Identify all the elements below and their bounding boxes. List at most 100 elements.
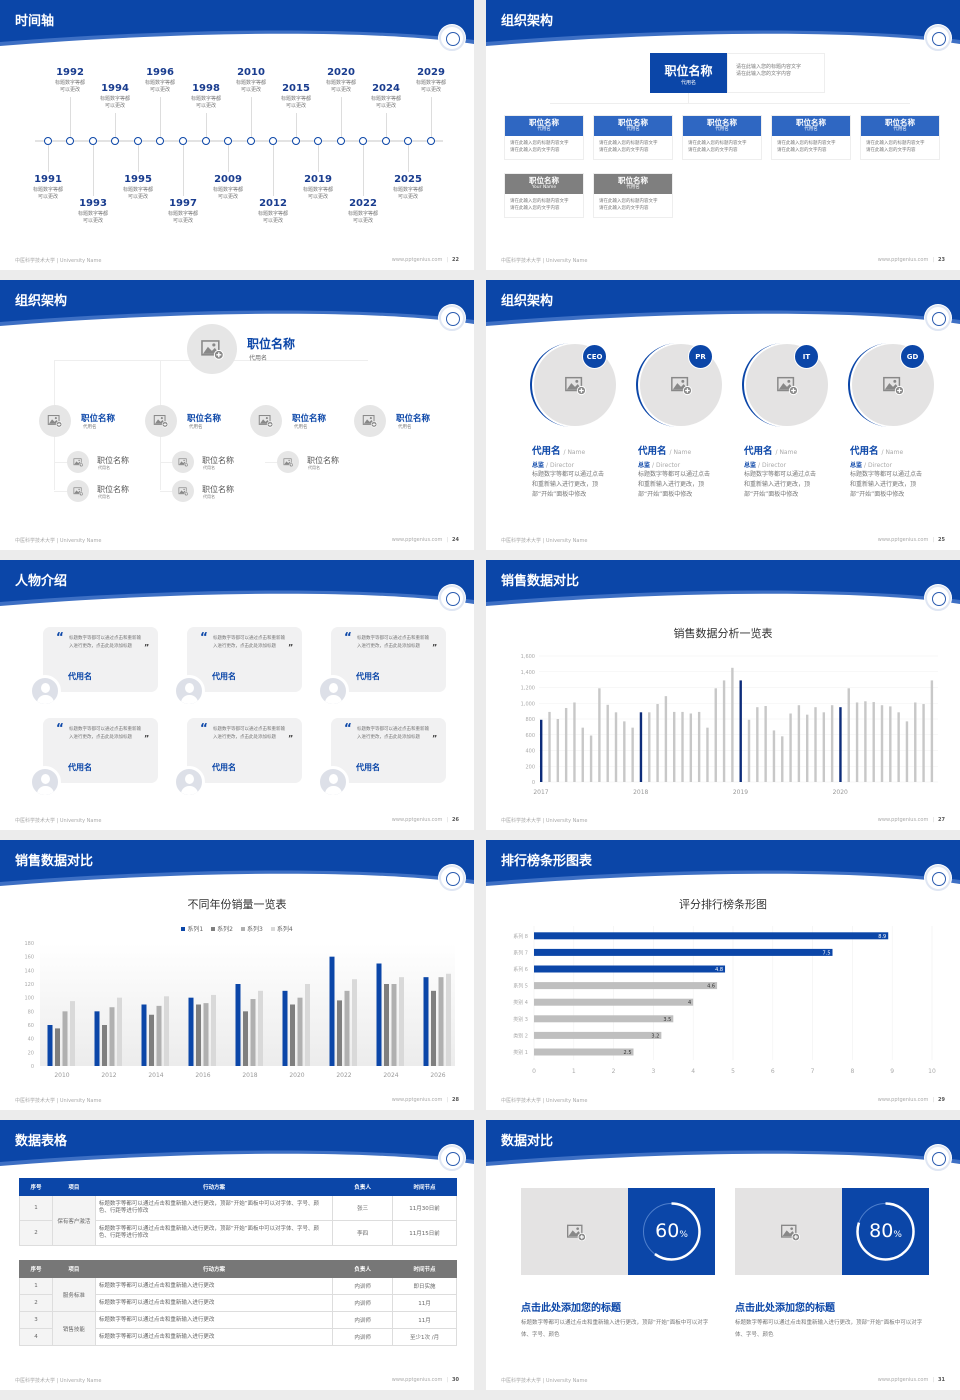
- icon-frame: [201, 340, 220, 356]
- footer-url[interactable]: www.pptgenius.com: [877, 1097, 929, 1103]
- footer-url[interactable]: www.pptgenius.com: [391, 537, 443, 543]
- timeline-dot[interactable]: [427, 137, 435, 145]
- timeline-dot[interactable]: [382, 137, 390, 145]
- quote-open-icon: “: [56, 721, 64, 735]
- testimonial-card[interactable]: “ 标题数字等都可以通过点击和重新输入进行更改，点击此处添加标题” 代用名: [331, 627, 446, 692]
- table-header-row: 序号 项目 行动方案 负责人 时间节点: [19, 1178, 457, 1196]
- level3-avatar[interactable]: [277, 451, 299, 473]
- footer-url[interactable]: www.pptgenius.com: [877, 257, 929, 263]
- y-tick-label: 0: [532, 780, 535, 786]
- timeline-dot[interactable]: [359, 137, 367, 145]
- icon-frame: [259, 415, 271, 426]
- timeline-dot[interactable]: [111, 137, 119, 145]
- y-tick-label: 0: [31, 1064, 34, 1070]
- bar: [772, 730, 776, 782]
- timeline-dot[interactable]: [404, 137, 412, 145]
- level2-avatar[interactable]: [354, 405, 386, 437]
- icon-mountain: [179, 461, 186, 465]
- position-box[interactable]: 职位名称 代用名 请在此输入您的标题内容文字 请在此输入您的文字内容: [860, 115, 940, 160]
- footer-url[interactable]: www.pptgenius.com: [391, 1097, 443, 1103]
- footer-url[interactable]: www.pptgenius.com: [391, 257, 443, 263]
- position-box[interactable]: 职位名称 代用名 请在此输入您的标题内容文字 请在此输入您的文字内容: [504, 115, 584, 160]
- footer-url[interactable]: www.pptgenius.com: [877, 537, 929, 543]
- testimonial-card[interactable]: “ 标题数字等都可以通过点击和重新输入进行更改，点击此处添加标题” 代用名: [43, 627, 158, 692]
- top-position-box[interactable]: 职位名称 代用名: [650, 53, 727, 93]
- timeline-dot[interactable]: [44, 137, 52, 145]
- timeline-dot[interactable]: [247, 137, 255, 145]
- cell-time: 11月30日前: [392, 1195, 457, 1221]
- timeline-dot[interactable]: [179, 137, 187, 145]
- timeline-dot[interactable]: [224, 137, 232, 145]
- timeline-desc: 标题数字等都可以更改: [281, 96, 312, 109]
- item-title[interactable]: 点击此处添加您的标题: [735, 1303, 835, 1314]
- footer-university: 中医科学技术大学 | University Name: [15, 538, 102, 544]
- timeline-dot[interactable]: [202, 137, 210, 145]
- person-name-line: 代用名 / Name: [638, 439, 691, 458]
- top-avatar[interactable]: [187, 324, 237, 374]
- testimonial-card[interactable]: “ 标题数字等都可以通过点击和重新输入进行更改，点击此处添加标题” 代用名: [331, 718, 446, 783]
- footer-url[interactable]: www.pptgenius.com: [391, 1377, 443, 1383]
- data-label: 8.9: [878, 934, 886, 940]
- level3-avatar[interactable]: [172, 480, 194, 502]
- image-placeholder-icon: [565, 376, 586, 396]
- position-box-header: 职位名称 代用名: [594, 174, 672, 194]
- level3-avatar[interactable]: [67, 480, 89, 502]
- bar: [631, 727, 634, 782]
- timeline-dot[interactable]: [156, 137, 164, 145]
- level2-avatar[interactable]: [250, 405, 282, 437]
- footer-url[interactable]: www.pptgenius.com: [877, 817, 929, 823]
- header-wave: [486, 0, 960, 42]
- level3-avatar[interactable]: [67, 451, 89, 473]
- bar: [573, 702, 576, 782]
- timeline-item: 2015 标题数字等都可以更改: [274, 83, 318, 110]
- chart-title: 销售数据分析一览表: [673, 627, 773, 640]
- person-name-line: 代用名 / Name: [532, 439, 585, 458]
- avatar-head: [185, 774, 194, 784]
- slide-24: 组织架构 中医科学技术大学 | University Name www.pptgen…: [0, 280, 474, 550]
- footer-right: www.pptgenius.com | 27: [878, 817, 945, 823]
- role-badge[interactable]: IT: [794, 344, 819, 369]
- footer-separator: |: [932, 1377, 935, 1383]
- timeline-desc: 标题数字等都可以更改: [33, 187, 64, 200]
- action-plan-table: 序号 项目 行动方案 负责人 时间节点 1 保有客户激活 标题数字等都可以通过点击和重新输入进…: [19, 1178, 457, 1246]
- position-box[interactable]: 职位名称 代用名 请在此输入您的标题内容文字 请在此输入您的文字内容: [593, 173, 673, 218]
- testimonial-card[interactable]: “ 标题数字等都可以通过点击和重新输入进行更改，点击此处添加标题” 代用名: [187, 627, 302, 692]
- role-badge[interactable]: CEO: [582, 344, 607, 369]
- bar-系列2: [196, 1004, 201, 1066]
- timeline-dot[interactable]: [337, 137, 345, 145]
- bar: [556, 719, 560, 782]
- position-box[interactable]: 职位名称 代用名 请在此输入您的标题内容文字 请在此输入您的文字内容: [593, 115, 673, 160]
- role-badge[interactable]: PR: [688, 344, 713, 369]
- testimonial-card[interactable]: “ 标题数字等都可以通过点击和重新输入进行更改，点击此处添加标题” 代用名: [43, 718, 158, 783]
- position-box[interactable]: 职位名称 代用名 请在此输入您的标题内容文字 请在此输入您的文字内容: [682, 115, 762, 160]
- level3-avatar[interactable]: [172, 451, 194, 473]
- quote-close-icon: ”: [432, 734, 438, 743]
- header-wave: [486, 280, 960, 322]
- image-placeholder[interactable]: [521, 1188, 628, 1275]
- position-box[interactable]: 职位名称 Your Name 请在此输入您的标题内容文字 请在此输入您的文字内容: [504, 173, 584, 218]
- level2-avatar[interactable]: [145, 405, 177, 437]
- image-placeholder[interactable]: [735, 1188, 842, 1275]
- footer-url[interactable]: www.pptgenius.com: [391, 817, 443, 823]
- timeline-dot[interactable]: [269, 137, 277, 145]
- bar: [880, 705, 884, 782]
- quote-text: 标题数字等都可以通过点击和重新输入进行更改，点击此处添加标题: [213, 727, 285, 740]
- timeline-dot[interactable]: [314, 137, 322, 145]
- position-box[interactable]: 职位名称 代用名 请在此输入您的标题内容文字 请在此输入您的文字内容: [771, 115, 851, 160]
- footer-university: 中医科学技术大学 | University Name: [15, 1378, 102, 1384]
- item-title[interactable]: 点击此处添加您的标题: [521, 1303, 621, 1314]
- testimonial-card[interactable]: “ 标题数字等都可以通过点击和重新输入进行更改，点击此处添加标题” 代用名: [187, 718, 302, 783]
- footer-url[interactable]: www.pptgenius.com: [877, 1377, 929, 1383]
- position-sub: 代用名: [626, 185, 640, 190]
- level3-sub: 代用名: [98, 494, 110, 499]
- timeline-dot[interactable]: [89, 137, 97, 145]
- timeline-desc: 标题数字等都可以更改: [191, 96, 222, 109]
- y-tick-label: 1,400: [521, 670, 535, 676]
- timeline-dot[interactable]: [134, 137, 142, 145]
- level2-avatar[interactable]: [39, 405, 71, 437]
- timeline-dot[interactable]: [292, 137, 300, 145]
- x-tick-label: 10: [928, 1068, 936, 1075]
- role-badge[interactable]: GD: [900, 344, 925, 369]
- timeline-dot[interactable]: [66, 137, 74, 145]
- timeline-connector: [138, 145, 139, 172]
